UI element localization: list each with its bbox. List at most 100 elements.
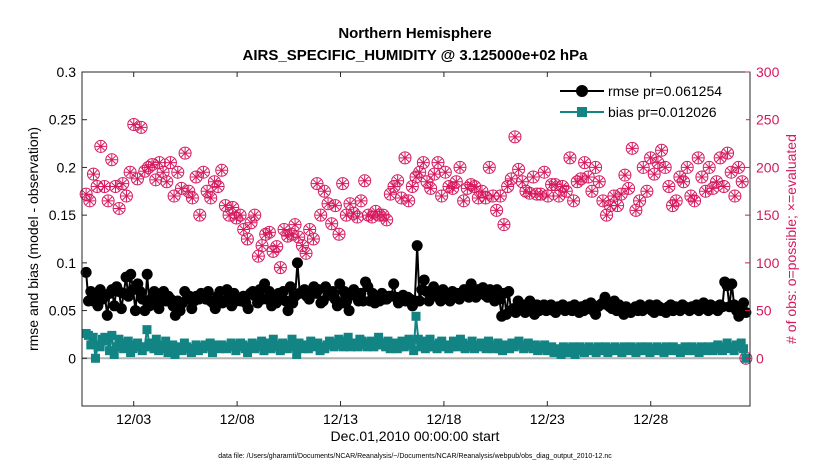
obs-possible-marker (174, 181, 188, 195)
obs-evaluated-marker (703, 161, 715, 173)
obs-evaluated-marker (421, 176, 433, 188)
obs-possible-marker (292, 230, 306, 244)
bias-point (154, 346, 164, 356)
obs-evaluated-marker (520, 185, 532, 197)
obs-evaluated-marker (714, 152, 726, 164)
obs-possible-marker (332, 227, 346, 241)
obs-evaluated-marker (113, 202, 125, 214)
obs-possible-marker (86, 167, 100, 181)
obs-evaluated-marker (241, 233, 253, 245)
obs-possible-marker (255, 239, 269, 253)
obs-evaluated-marker (590, 161, 602, 173)
bias-point (432, 344, 442, 354)
obs-evaluated-marker (337, 178, 349, 190)
obs-possible-marker (640, 184, 654, 198)
bias-point (547, 342, 557, 352)
obs-evaluated-marker (234, 209, 246, 221)
obs-evaluated-marker (205, 192, 217, 204)
bias-point (493, 338, 503, 348)
obs-evaluated-marker (604, 200, 616, 212)
rmse-point (411, 240, 423, 252)
bias-point (353, 342, 363, 352)
obs-possible-marker (189, 170, 203, 184)
obs-possible-marker (713, 151, 727, 165)
bias-point (105, 346, 115, 356)
obs-evaluated-marker (630, 204, 642, 216)
obs-evaluated-marker (505, 173, 517, 185)
obs-evaluated-marker (359, 175, 371, 187)
obs-evaluated-marker (230, 212, 242, 224)
obs-evaluated-marker (535, 188, 547, 200)
bias-point (112, 342, 122, 352)
obs-evaluated-marker (117, 178, 129, 190)
obs-possible-marker (592, 175, 606, 189)
obs-evaluated-marker (186, 192, 198, 204)
obs-possible-marker (732, 160, 746, 174)
bias-point (338, 342, 348, 352)
obs-possible-marker (317, 184, 331, 198)
rmse-point (428, 281, 440, 293)
obs-evaluated-marker (146, 159, 158, 171)
bias-point (505, 344, 515, 354)
obs-evaluated-marker (722, 147, 734, 159)
bias-point (437, 336, 447, 346)
x-tick-label: 12/28 (633, 411, 668, 427)
bias-point (390, 338, 400, 348)
obs-possible-marker (438, 165, 452, 179)
x-tick-label: 12/08 (220, 411, 255, 427)
obs-possible-marker (266, 244, 280, 258)
obs-evaluated-marker (494, 190, 506, 202)
obs-evaluated-marker (414, 166, 426, 178)
obs-possible-marker (699, 184, 713, 198)
obs-evaluated-marker (549, 179, 561, 191)
obs-evaluated-marker (626, 142, 638, 154)
bias-point (453, 342, 463, 352)
bias-point (498, 346, 508, 356)
obs-evaluated-marker (109, 181, 121, 193)
obs-possible-marker (453, 160, 467, 174)
bias-point (406, 338, 416, 348)
obs-evaluated-marker (212, 181, 224, 193)
bias-point (170, 349, 180, 359)
obs-possible-marker (688, 194, 702, 208)
bias-point (465, 342, 475, 352)
obs-possible-marker (497, 218, 511, 232)
bias-point (275, 346, 285, 356)
y-right-tick-label: 100 (756, 255, 780, 271)
obs-possible-marker (721, 146, 735, 160)
obs-evaluated-marker (307, 233, 319, 245)
obs-evaluated-marker (381, 214, 393, 226)
obs-evaluated-marker (318, 185, 330, 197)
bias-point (729, 346, 739, 356)
obs-evaluated-marker (516, 176, 528, 188)
obs-possible-marker (490, 203, 504, 217)
obs-possible-marker (167, 189, 181, 203)
obs-possible-marker (105, 153, 119, 167)
obs-evaluated-marker (586, 185, 598, 197)
obs-evaluated-marker (362, 209, 374, 221)
bias-point (259, 346, 269, 356)
obs-evaluated-marker (296, 240, 308, 252)
obs-evaluated-marker (685, 190, 697, 202)
obs-evaluated-marker (557, 181, 569, 193)
legend-bias-label: bias pr=0.012026 (608, 104, 717, 120)
obs-possible-marker (215, 163, 229, 177)
bias-point (205, 338, 215, 348)
bias-point (191, 340, 201, 350)
obs-evaluated-marker (582, 171, 594, 183)
obs-possible-marker (398, 151, 412, 165)
bias-point (292, 349, 302, 359)
obs-evaluated-marker (692, 152, 704, 164)
obs-possible-marker (622, 181, 636, 195)
obs-possible-marker (193, 208, 207, 222)
bias-point (149, 344, 159, 354)
obs-possible-marker (482, 160, 496, 174)
obs-possible-marker (204, 191, 218, 205)
obs-evaluated-marker (175, 182, 187, 194)
obs-evaluated-marker (575, 173, 587, 185)
bias-point (306, 336, 316, 346)
obs-evaluated-marker (377, 209, 389, 221)
obs-possible-marker (537, 165, 551, 179)
bias-point (268, 334, 278, 344)
